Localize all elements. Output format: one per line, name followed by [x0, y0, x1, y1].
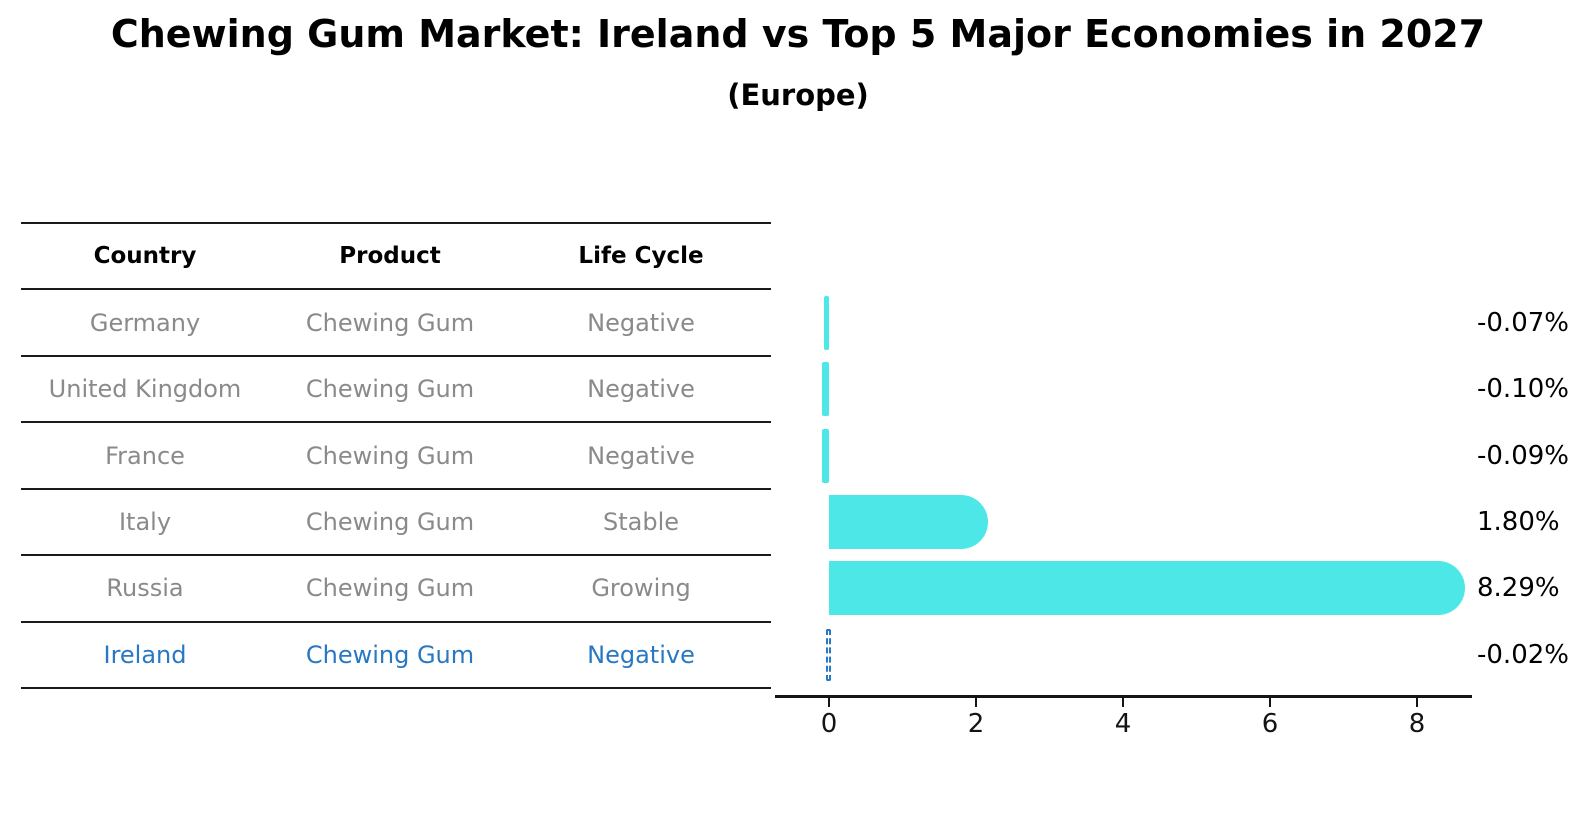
x-axis-tick [828, 697, 830, 707]
bar-ireland [826, 628, 831, 681]
x-axis-line [775, 695, 1472, 698]
table-cell-product: Chewing Gum [305, 640, 475, 669]
table-cell-product: Chewing Gum [305, 507, 475, 536]
bar-value-label: -0.10% [1477, 374, 1569, 405]
table-cell-life_cycle: Stable [602, 507, 680, 536]
table-divider [21, 620, 771, 623]
table-cell-country: Germany [89, 308, 201, 337]
table-cell-life_cycle: Negative [587, 308, 695, 337]
x-axis-tick [975, 697, 977, 707]
x-axis-tick-label: 6 [1261, 709, 1279, 739]
x-axis-tick [1416, 697, 1418, 707]
table-divider [21, 288, 771, 291]
bar-france [822, 428, 829, 483]
x-axis-tick-label: 2 [967, 709, 985, 739]
table-cell-product: Chewing Gum [305, 441, 475, 470]
table-cell-country: France [105, 441, 185, 470]
x-axis-tick-label: 0 [820, 709, 838, 739]
table-cell-country: United Kingdom [48, 375, 242, 404]
x-axis-tick-label: 4 [1114, 709, 1132, 739]
table-header-life_cycle: Life Cycle [578, 243, 704, 270]
bar-value-label: -0.02% [1477, 639, 1569, 670]
table-cell-life_cycle: Negative [587, 375, 695, 404]
table-divider [21, 222, 771, 224]
chart-subtitle: (Europe) [727, 78, 869, 112]
table-cell-life_cycle: Negative [587, 441, 695, 470]
table-cell-country: Italy [118, 507, 172, 536]
bar-value-label: -0.07% [1477, 307, 1569, 338]
table-cell-product: Chewing Gum [305, 308, 475, 337]
table-divider [21, 687, 771, 689]
table-divider [21, 487, 771, 490]
bar-value-label: -0.09% [1477, 440, 1569, 471]
table-divider [21, 354, 771, 357]
table-cell-product: Chewing Gum [305, 375, 475, 404]
table-cell-country: Russia [106, 574, 184, 603]
table-cell-product: Chewing Gum [305, 574, 475, 603]
table-divider [21, 554, 771, 557]
bar-russia [829, 561, 1466, 616]
table-cell-life_cycle: Growing [591, 574, 691, 603]
x-axis-tick [1269, 697, 1271, 707]
x-axis-tick [1122, 697, 1124, 707]
chart-title: Chewing Gum Market: Ireland vs Top 5 Maj… [110, 12, 1486, 56]
table-header-country: Country [93, 243, 197, 270]
bar-value-label: 8.29% [1477, 573, 1560, 604]
table-divider [21, 421, 771, 424]
table-header-product: Product [339, 243, 441, 270]
bar-germany [823, 295, 829, 350]
x-axis-tick-label: 8 [1408, 709, 1426, 739]
table-cell-country: Ireland [103, 640, 187, 669]
bar-italy [829, 494, 989, 549]
bar-united-kingdom [821, 362, 829, 417]
table-cell-life_cycle: Negative [587, 640, 695, 669]
bar-value-label: 1.80% [1477, 506, 1560, 537]
